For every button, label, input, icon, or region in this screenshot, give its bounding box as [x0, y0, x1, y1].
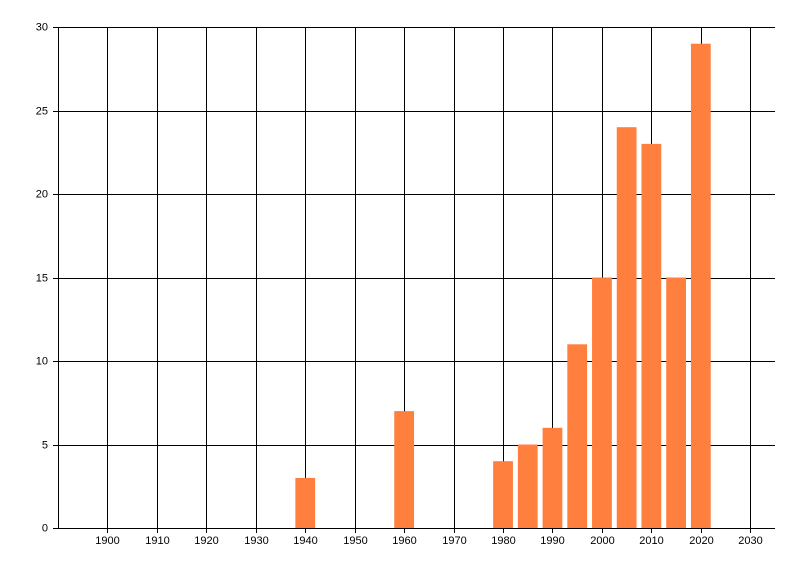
bar [394, 411, 415, 528]
x-tick-label: 1980 [491, 535, 515, 547]
x-tick-label: 1900 [95, 535, 119, 547]
bar [517, 444, 538, 528]
x-tick-label: 2010 [639, 535, 663, 547]
x-tick-label: 1940 [293, 535, 317, 547]
x-tick-label: 1990 [540, 535, 564, 547]
bar [295, 477, 316, 528]
y-tick-label: 5 [42, 439, 48, 451]
bar [542, 427, 563, 528]
y-tick-label: 20 [36, 188, 48, 200]
y-tick-label: 30 [36, 21, 48, 33]
y-tick-label: 25 [36, 105, 48, 117]
bar [567, 344, 588, 528]
x-tick-label: 2030 [738, 535, 762, 547]
x-tick-label: 1960 [392, 535, 416, 547]
x-tick-label: 1920 [194, 535, 218, 547]
x-tick-label: 1910 [145, 535, 169, 547]
bar [641, 143, 662, 528]
y-tick-label: 15 [36, 272, 48, 284]
y-tick-label: 0 [42, 522, 48, 534]
x-tick-label: 1930 [244, 535, 268, 547]
x-tick-label: 2000 [590, 535, 614, 547]
x-tick-label: 2020 [689, 535, 713, 547]
bar [493, 461, 513, 528]
bar [616, 127, 637, 528]
bar [592, 277, 612, 528]
x-tick-label: 1970 [442, 535, 466, 547]
x-tick-label: 1950 [343, 535, 367, 547]
bar [666, 277, 686, 528]
bar [690, 43, 711, 528]
y-tick-label: 10 [36, 355, 48, 367]
